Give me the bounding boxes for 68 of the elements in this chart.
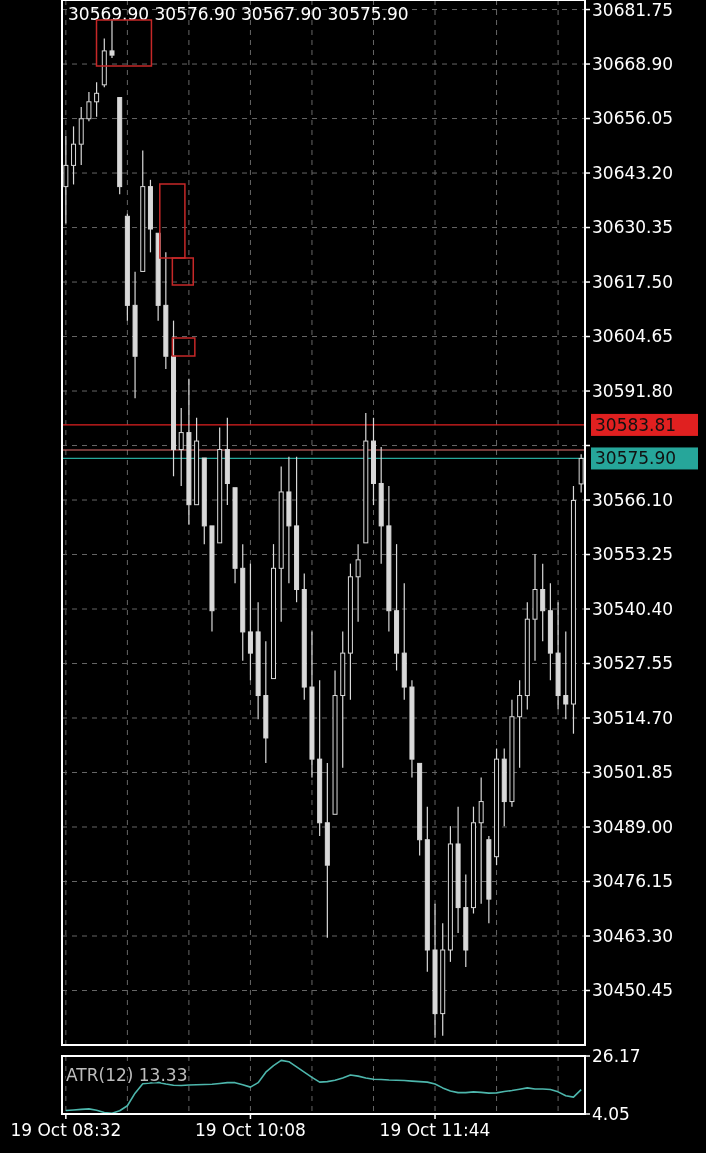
y-tick-label: 30489.00 — [592, 816, 674, 837]
y-tick-label: 30514.70 — [592, 707, 674, 728]
y-tick-label: 30656.05 — [592, 108, 674, 129]
ref-line-label: 30583.81 — [595, 414, 677, 435]
candlestick — [217, 426, 223, 544]
y-tick-label: 26.17 — [592, 1045, 641, 1066]
candlestick — [440, 922, 446, 1037]
candlestick — [532, 553, 538, 662]
candlestick — [355, 543, 361, 623]
y-tick-label: 30553.25 — [592, 544, 674, 565]
candlestick — [309, 630, 315, 778]
candlestick — [86, 91, 92, 122]
candlestick — [363, 412, 369, 544]
candlestick — [194, 417, 200, 506]
y-tick-label: 30630.35 — [592, 217, 674, 238]
ref-line-label: 30575.90 — [595, 448, 677, 469]
candlestick — [540, 563, 546, 642]
candlestick — [424, 806, 430, 973]
y-tick-label: 30617.50 — [592, 271, 674, 292]
y-tick-label: 30540.40 — [592, 598, 674, 619]
candlestick — [155, 232, 161, 322]
candlestick — [478, 776, 484, 905]
y-tick-label: 30643.20 — [592, 162, 674, 183]
annotation: 30569.90 30576.90 30567.90 30575.90 — [68, 4, 409, 24]
candlestick — [209, 525, 215, 633]
candlestick — [132, 271, 138, 399]
y-tick-label: 30681.75 — [592, 0, 674, 20]
candlestick — [286, 456, 292, 584]
candlestick — [109, 18, 115, 59]
candlestick — [370, 417, 376, 506]
y-tick-label: 4.05 — [592, 1103, 630, 1124]
candlestick — [240, 543, 246, 662]
y-tick-label: 30527.55 — [592, 653, 674, 674]
y-tick-label: 30591.80 — [592, 380, 674, 401]
candlestick — [324, 762, 330, 939]
candlestick — [224, 417, 230, 506]
x-tick-label: 19 Oct 08:32 — [10, 1120, 122, 1140]
candlestick — [278, 465, 284, 623]
candlestick — [186, 378, 192, 526]
candlestick — [486, 835, 492, 924]
candlestick — [409, 679, 415, 778]
candlestick — [140, 149, 146, 272]
candlestick — [255, 601, 261, 720]
y-tick-label: 30476.15 — [592, 871, 674, 892]
y-tick-label: 30501.85 — [592, 762, 674, 783]
candlestick — [171, 320, 177, 477]
candlestick — [201, 457, 207, 545]
y-tick-label: 30566.10 — [592, 489, 674, 510]
candlestick — [178, 407, 184, 487]
candlestick — [340, 630, 346, 769]
candlestick — [247, 563, 253, 681]
candlestick — [555, 601, 561, 711]
candlestick — [263, 640, 269, 764]
candlestick — [432, 903, 438, 1039]
y-tick-label: 30463.30 — [592, 925, 674, 946]
x-tick-label: 19 Oct 10:08 — [195, 1120, 306, 1140]
candlestick — [386, 485, 392, 633]
y-tick-label: 30668.90 — [592, 53, 674, 74]
candlestick — [455, 806, 461, 934]
y-tick-label: 30450.45 — [592, 980, 674, 1001]
candlestick — [378, 446, 384, 565]
x-tick-label: 19 Oct 11:44 — [379, 1120, 491, 1140]
text: ATR(12) 13.33 — [66, 1065, 188, 1085]
y-tick-label: 30604.65 — [592, 326, 674, 347]
candlestick — [63, 135, 69, 225]
candlestick — [547, 582, 553, 681]
candlestick — [271, 543, 277, 680]
candlestick — [509, 699, 515, 808]
